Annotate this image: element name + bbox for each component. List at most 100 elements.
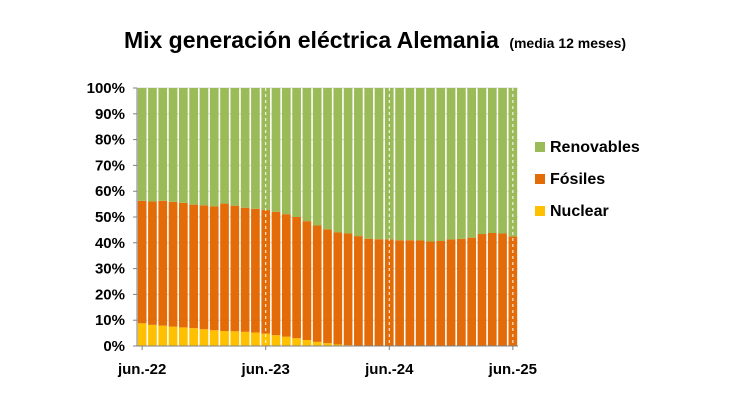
bar-segment-nuclear	[261, 333, 271, 346]
bar-segment-nuclear	[137, 323, 147, 346]
bar-segment-renovables	[281, 88, 291, 215]
bar-segment-renovables	[477, 88, 487, 235]
bar-segment-nuclear	[271, 335, 281, 346]
bar-segment-nuclear	[302, 340, 312, 346]
bar-segment-renovables	[230, 88, 240, 206]
legend: Renovables Fósiles Nuclear	[535, 139, 640, 220]
bar-segment-fsiles	[426, 241, 435, 346]
bar-segment-renovables	[199, 88, 209, 206]
y-tick-label: 40%	[95, 235, 125, 252]
bar-segment-renovables	[384, 88, 394, 240]
bar-segment-fsiles	[189, 204, 198, 329]
bar-segment-renovables	[178, 88, 188, 203]
bar-segment-renovables	[158, 88, 168, 201]
bar-segment-nuclear	[230, 331, 240, 346]
bar-segment-renovables	[426, 88, 435, 242]
bar-segment-renovables	[405, 88, 415, 241]
bar-segment-fsiles	[281, 214, 291, 337]
bars	[137, 88, 518, 346]
bar-segment-renovables	[364, 88, 374, 239]
bar-segment-fsiles	[137, 200, 147, 324]
bar-segment-renovables	[498, 88, 507, 234]
legend-label: Fósiles	[550, 171, 605, 188]
bar-segment-fsiles	[333, 232, 343, 345]
bar-segment-fsiles	[240, 207, 250, 332]
bar-segment-fsiles	[230, 205, 240, 332]
bar-segment-fsiles	[178, 202, 188, 328]
chart-subtitle: (media 12 meses)	[509, 35, 627, 51]
bar-segment-nuclear	[158, 325, 168, 346]
bar-segment-fsiles	[446, 239, 456, 346]
bar-segment-renovables	[343, 88, 353, 234]
y-tick-label: 30%	[95, 261, 125, 278]
bar-segment-fsiles	[343, 233, 353, 346]
bar-segment-renovables	[137, 88, 147, 201]
bar-segment-renovables	[189, 88, 198, 205]
bar-segment-nuclear	[199, 329, 209, 346]
legend-swatch	[535, 206, 545, 216]
y-axis-ticks: 0% 10% 20% 30% 40% 50% 60% 70% 80% 90% 100%	[87, 80, 125, 355]
y-tick-label: 100%	[87, 80, 125, 97]
y-tick-label: 80%	[95, 132, 125, 149]
bar-segment-fsiles	[354, 236, 363, 346]
bar-segment-renovables	[446, 88, 456, 240]
bar-segment-renovables	[312, 88, 322, 226]
bar-segment-fsiles	[261, 210, 271, 334]
bar-segment-fsiles	[271, 211, 281, 336]
bar-segment-fsiles	[436, 240, 446, 346]
bar-segment-renovables	[292, 88, 301, 217]
bar-segment-fsiles	[199, 205, 209, 330]
bar-segment-fsiles	[405, 240, 415, 346]
bar-segment-renovables	[302, 88, 312, 222]
bar-segment-fsiles	[477, 234, 487, 346]
axes	[133, 87, 518, 350]
y-tick-label: 70%	[95, 157, 125, 174]
bar-segment-fsiles	[292, 217, 301, 339]
bar-segment-nuclear	[312, 341, 322, 346]
bar-segment-nuclear	[292, 338, 301, 346]
x-tick-label: jun.-23	[241, 361, 290, 378]
x-tick-label: jun.-24	[364, 361, 414, 378]
bar-segment-renovables	[209, 88, 219, 207]
bar-segment-renovables	[333, 88, 343, 233]
bar-segment-nuclear	[323, 343, 332, 346]
bar-segment-renovables	[395, 88, 404, 241]
bar-segment-renovables	[467, 88, 477, 238]
bar-segment-fsiles	[467, 237, 477, 346]
bar-segment-fsiles	[415, 240, 425, 346]
bar-segment-fsiles	[323, 229, 332, 344]
y-tick-label: 0%	[103, 338, 125, 355]
bar-segment-fsiles	[395, 240, 404, 346]
y-tick-label: 10%	[95, 312, 125, 329]
bar-segment-nuclear	[168, 326, 178, 346]
bar-segment-renovables	[271, 88, 281, 212]
bar-segment-renovables	[436, 88, 446, 241]
bar-segment-fsiles	[158, 200, 168, 326]
bar-segment-fsiles	[220, 203, 229, 332]
bar-segment-fsiles	[487, 232, 497, 346]
bar-segment-nuclear	[178, 327, 188, 346]
bar-segment-fsiles	[508, 236, 518, 346]
bar-segment-renovables	[168, 88, 178, 202]
legend-swatch	[535, 142, 545, 152]
bar-segment-fsiles	[312, 225, 322, 342]
bar-segment-renovables	[374, 88, 384, 240]
bar-segment-fsiles	[251, 208, 260, 333]
bar-segment-fsiles	[148, 201, 157, 325]
bar-segment-fsiles	[498, 233, 507, 346]
bar-segment-renovables	[457, 88, 466, 239]
bar-segment-nuclear	[189, 328, 198, 346]
bar-segment-renovables	[251, 88, 260, 209]
bar-segment-fsiles	[457, 238, 466, 346]
bar-segment-renovables	[148, 88, 157, 202]
bar-segment-nuclear	[333, 344, 343, 346]
bar-segment-nuclear	[281, 336, 291, 346]
bar-segment-fsiles	[302, 221, 312, 341]
bar-segment-renovables	[323, 88, 332, 230]
legend-label: Renovables	[550, 139, 640, 156]
x-axis-ticks: jun.-22 jun.-23 jun.-24 jun.-25	[117, 361, 537, 378]
bar-segment-nuclear	[220, 331, 229, 346]
bar-segment-nuclear	[251, 332, 260, 346]
x-tick-label: jun.-22	[117, 361, 166, 378]
